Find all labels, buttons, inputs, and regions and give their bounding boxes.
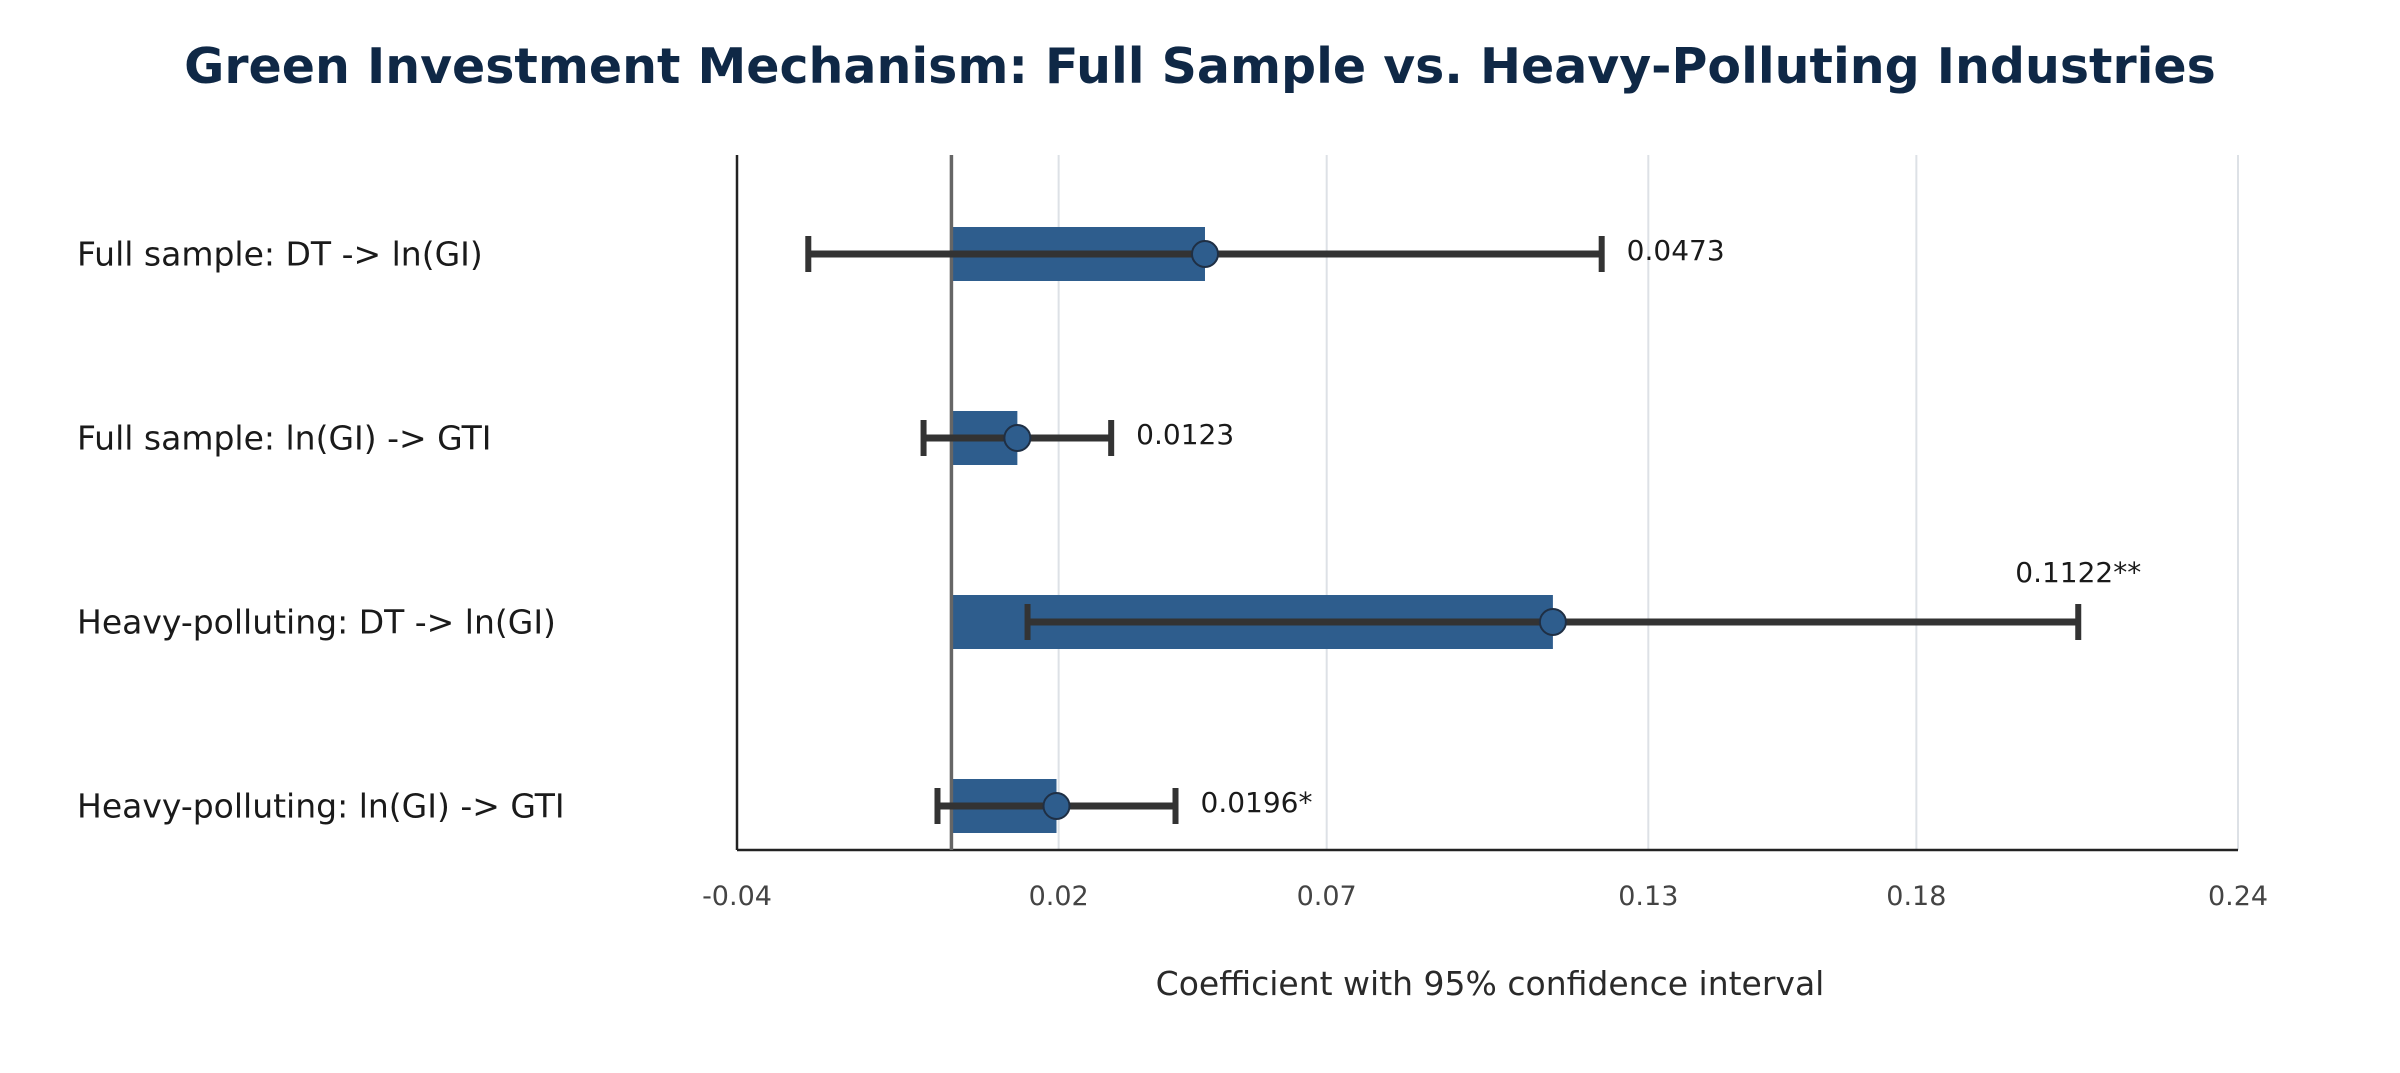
category-label: Full sample: DT -> ln(GI) bbox=[77, 235, 483, 274]
value-label: 0.0123 bbox=[1136, 418, 1234, 451]
category-label: Heavy-polluting: ln(GI) -> GTI bbox=[77, 787, 565, 826]
category-label: Full sample: ln(GI) -> GTI bbox=[77, 419, 491, 458]
value-label: 0.1122** bbox=[2015, 556, 2141, 589]
x-axis-title: Coefficient with 95% confidence interval bbox=[1156, 964, 1825, 1003]
point-estimate bbox=[1190, 240, 1219, 268]
category-label: Heavy-polluting: DT -> ln(GI) bbox=[77, 603, 556, 642]
x-tick-label: 0.18 bbox=[1886, 881, 1946, 912]
x-tick-label: 0.02 bbox=[1029, 881, 1089, 912]
x-tick-label: 0.07 bbox=[1297, 881, 1357, 912]
point-estimate bbox=[1538, 608, 1567, 636]
x-tick-label: 0.13 bbox=[1618, 881, 1678, 912]
chart-title: Green Investment Mechanism: Full Sample … bbox=[184, 38, 2216, 95]
x-tick-label: 0.24 bbox=[2208, 881, 2268, 912]
x-tick-label: -0.04 bbox=[702, 881, 772, 912]
value-label: 0.0473 bbox=[1627, 234, 1725, 267]
point-estimate bbox=[1042, 792, 1071, 820]
value-label: 0.0196* bbox=[1201, 786, 1313, 819]
point-estimate bbox=[1003, 424, 1032, 452]
